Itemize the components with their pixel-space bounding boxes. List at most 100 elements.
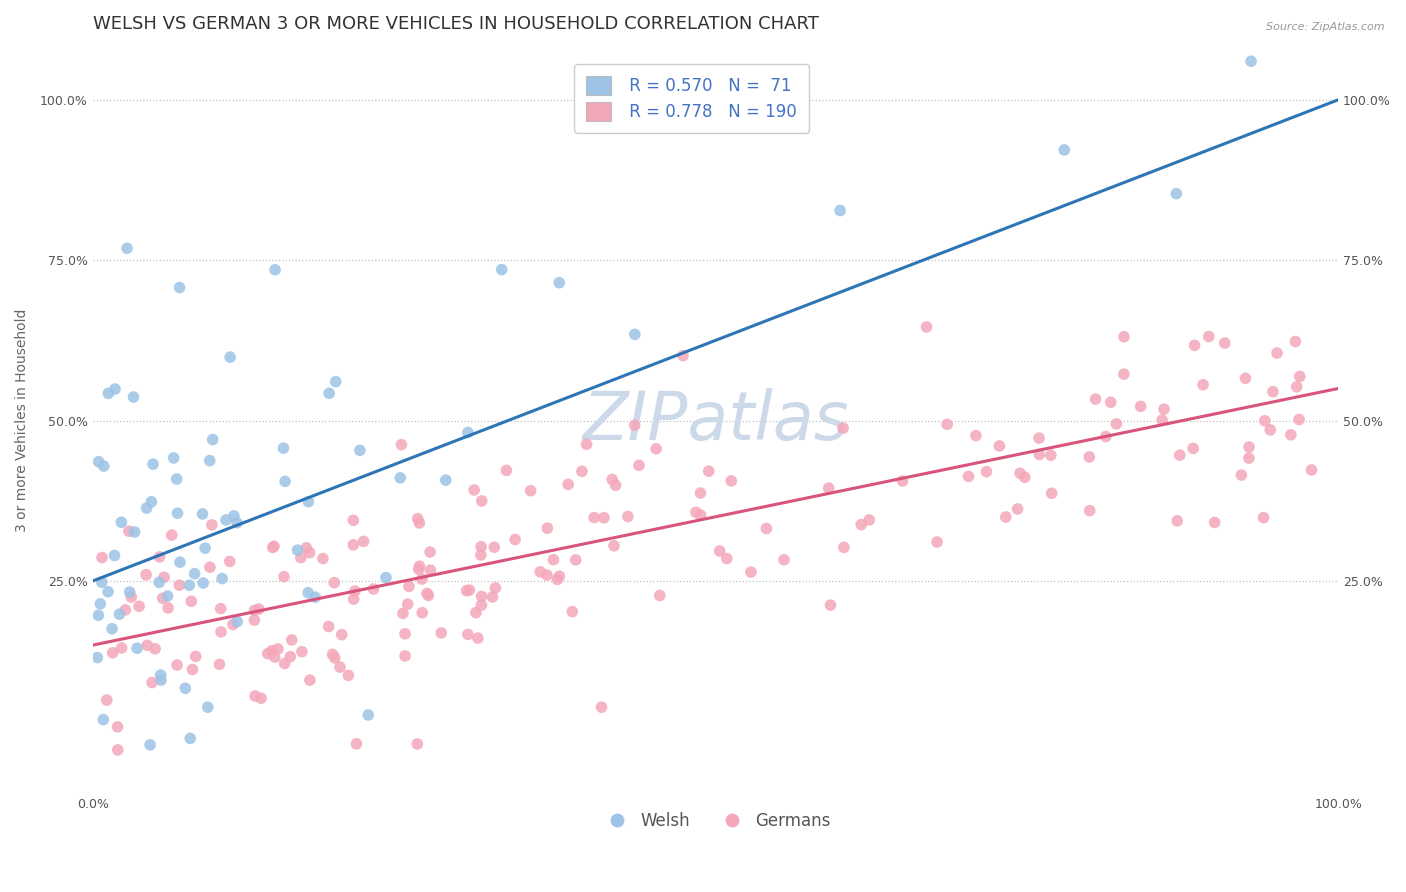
Point [349,443,371,458]
Point [103,549,125,563]
Point [394,648,416,663]
Point [287,543,309,558]
Point [1288,369,1310,384]
Point [463,483,485,497]
Point [1078,450,1101,464]
Point [325,375,347,389]
Point [430,626,453,640]
Point [457,425,479,440]
Point [124,524,146,539]
Point [166,657,188,672]
Point [546,573,568,587]
Point [817,481,839,495]
Point [136,638,159,652]
Point [858,513,880,527]
Point [143,641,166,656]
Point [418,589,440,603]
Point [342,538,364,552]
Point [536,521,558,535]
Point [343,592,366,607]
Point [484,540,506,554]
Point [1053,143,1076,157]
Point [411,606,433,620]
Point [689,486,711,500]
Point [273,657,295,671]
Point [1095,429,1118,443]
Point [394,627,416,641]
Point [125,641,148,656]
Point [197,700,219,714]
Point [101,646,124,660]
Point [169,555,191,569]
Point [1028,431,1050,445]
Point [290,550,312,565]
Y-axis label: 3 or more Vehicles in Household: 3 or more Vehicles in Household [15,309,30,533]
Point [1112,367,1135,381]
Point [1279,427,1302,442]
Point [193,576,215,591]
Point [141,495,163,509]
Point [264,262,287,277]
Point [222,617,245,632]
Point [832,541,855,555]
Point [1099,395,1122,409]
Point [1237,451,1260,466]
Point [209,624,232,639]
Point [600,473,623,487]
Point [96,693,118,707]
Point [139,738,162,752]
Point [357,708,380,723]
Point [1014,470,1036,484]
Point [184,649,207,664]
Point [101,622,124,636]
Point [181,663,204,677]
Point [226,516,249,530]
Point [398,579,420,593]
Point [627,458,650,473]
Point [243,613,266,627]
Point [97,386,120,401]
Point [411,572,433,586]
Point [392,607,415,621]
Point [142,457,165,471]
Point [416,586,439,600]
Point [1168,448,1191,462]
Point [375,571,398,585]
Point [256,647,278,661]
Point [820,598,842,612]
Point [406,511,429,525]
Point [1078,503,1101,517]
Point [118,585,141,599]
Point [408,562,430,576]
Point [740,565,762,579]
Point [110,515,132,529]
Point [114,603,136,617]
Point [1152,413,1174,427]
Point [243,689,266,703]
Point [564,553,586,567]
Point [623,418,645,433]
Point [201,517,224,532]
Point [353,534,375,549]
Point [208,657,231,672]
Point [503,533,526,547]
Point [250,691,273,706]
Point [1301,463,1323,477]
Point [243,603,266,617]
Point [575,437,598,451]
Point [617,509,640,524]
Point [624,327,647,342]
Point [291,645,314,659]
Point [1192,377,1215,392]
Point [1265,346,1288,360]
Point [180,594,202,608]
Point [536,568,558,582]
Point [1040,486,1063,500]
Point [1084,392,1107,406]
Point [157,601,180,615]
Point [832,421,855,435]
Point [1198,329,1220,343]
Point [169,280,191,294]
Point [198,560,221,574]
Point [135,567,157,582]
